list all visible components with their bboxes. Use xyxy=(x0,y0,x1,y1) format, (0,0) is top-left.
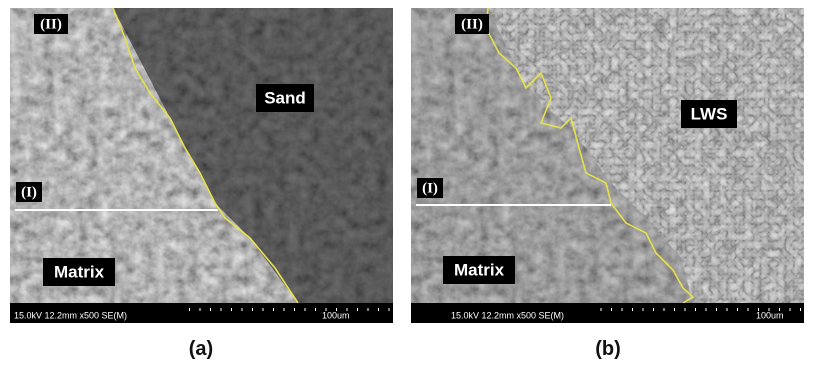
info-text: 15.0kV 12.2mm x500 SE(M) xyxy=(451,310,564,320)
label-i: (I) xyxy=(422,180,438,196)
scale-text: 100um xyxy=(756,310,784,320)
label-i: (I) xyxy=(21,184,37,200)
matrix-label: Matrix xyxy=(54,262,105,281)
micrograph-a: (II) (I) Sand Matrix 15.0kV 12.2mm x500 … xyxy=(10,8,393,323)
info-text: 15.0kV 12.2mm x500 SE(M) xyxy=(14,310,127,320)
label-ii: (II) xyxy=(40,16,62,32)
label-ii: (II) xyxy=(461,16,483,32)
phase-label: LWS xyxy=(691,104,728,123)
caption: (b) xyxy=(578,338,638,361)
scale-ticks xyxy=(180,303,390,311)
phase-label: Sand xyxy=(264,88,306,107)
micrograph-b: (II) (I) LWS Matrix 15.0kV 12.2mm x500 S… xyxy=(411,8,804,323)
page: (II) (I) Sand Matrix 15.0kV 12.2mm x500 … xyxy=(0,0,814,365)
scale-text: 100um xyxy=(322,310,350,320)
caption: (a) xyxy=(171,338,231,361)
matrix-label: Matrix xyxy=(454,260,505,279)
